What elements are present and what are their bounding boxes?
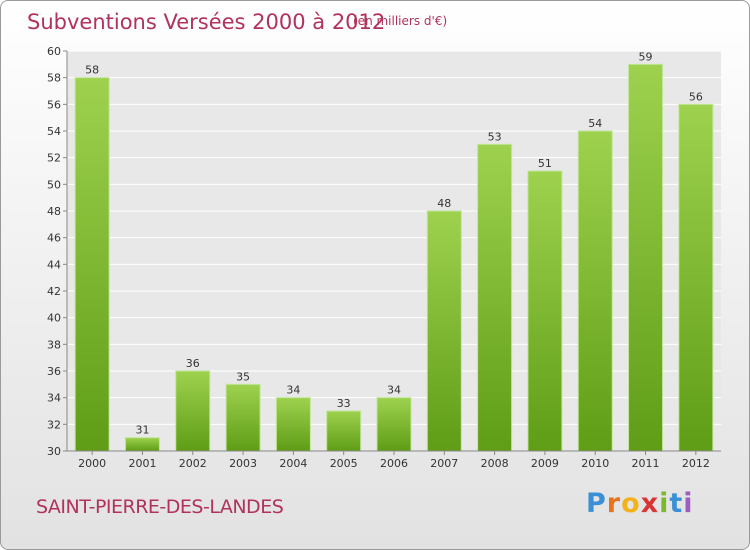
bar bbox=[175, 370, 211, 452]
x-tick-label: 2005 bbox=[330, 457, 358, 470]
x-tick-label: 2001 bbox=[128, 457, 156, 470]
x-tick-label: 2004 bbox=[279, 457, 307, 470]
bar-value-label: 48 bbox=[437, 197, 451, 210]
y-tick-label: 30 bbox=[47, 445, 61, 458]
y-axis: 30 32 34 36 38 40 42 44 46 48 50 52 54 56 58 60 bbox=[47, 45, 68, 458]
brand-letter: i bbox=[659, 488, 670, 519]
bar bbox=[678, 103, 714, 452]
y-tick-label: 42 bbox=[47, 285, 61, 298]
y-tick-label: 32 bbox=[47, 418, 61, 431]
y-tick-label: 50 bbox=[47, 178, 61, 191]
y-tick-label: 36 bbox=[47, 365, 61, 378]
bar-value-label: 36 bbox=[186, 357, 200, 370]
bar-value-label: 34 bbox=[286, 384, 300, 397]
brand-letter: t bbox=[669, 488, 684, 519]
bar bbox=[527, 170, 563, 452]
x-tick-label: 2011 bbox=[632, 457, 660, 470]
x-tick-label: 2003 bbox=[229, 457, 257, 470]
brand-letter: x bbox=[640, 488, 660, 519]
y-tick-label: 54 bbox=[47, 125, 61, 138]
y-tick-label: 52 bbox=[47, 152, 61, 165]
y-tick-label: 38 bbox=[47, 338, 61, 351]
y-tick-label: 48 bbox=[47, 205, 61, 218]
bar-value-label: 59 bbox=[639, 50, 653, 63]
bar-value-label: 31 bbox=[135, 424, 149, 437]
brand-letter: i bbox=[683, 488, 694, 519]
bar bbox=[326, 410, 362, 452]
bar bbox=[426, 210, 462, 452]
commune-name: SAINT-PIERRE-DES-LANDES bbox=[36, 496, 284, 518]
bar-value-label: 54 bbox=[588, 117, 602, 130]
y-tick-label: 34 bbox=[47, 392, 61, 405]
brand-letter: r bbox=[606, 488, 622, 519]
bar-value-label: 53 bbox=[488, 130, 502, 143]
bar-value-label: 58 bbox=[85, 64, 99, 77]
x-tick-label: 2007 bbox=[430, 457, 458, 470]
bar bbox=[74, 77, 110, 452]
bar-value-label: 56 bbox=[689, 90, 703, 103]
bar-value-label: 33 bbox=[337, 397, 351, 410]
bar-value-label: 34 bbox=[387, 384, 401, 397]
x-tick-label: 2009 bbox=[531, 457, 559, 470]
x-tick-label: 2006 bbox=[380, 457, 408, 470]
y-tick-label: 58 bbox=[47, 72, 61, 85]
brand-logo: Proxiti bbox=[586, 488, 694, 519]
bar bbox=[628, 63, 664, 452]
x-tick-label: 2002 bbox=[179, 457, 207, 470]
y-tick-label: 46 bbox=[47, 232, 61, 245]
bar bbox=[376, 397, 412, 452]
bar-value-label: 51 bbox=[538, 157, 552, 170]
x-tick-label: 2012 bbox=[682, 457, 710, 470]
x-tick-label: 2000 bbox=[78, 457, 106, 470]
bar bbox=[577, 130, 613, 452]
y-tick-label: 40 bbox=[47, 312, 61, 325]
chart-subtitle: (en milliers d'€) bbox=[353, 14, 448, 28]
bars: 58 31 36 35 34 33 34 48 53 51 54 59 56 bbox=[74, 50, 714, 452]
y-tick-label: 44 bbox=[47, 258, 61, 271]
bar bbox=[225, 383, 261, 452]
brand-letter: P bbox=[586, 488, 607, 519]
chart-title: Subventions Versées 2000 à 2012 bbox=[27, 10, 386, 34]
bar bbox=[477, 143, 513, 452]
x-axis: 2000 2001 2002 2003 2004 2005 2006 2007 2008 2009… bbox=[67, 450, 721, 470]
y-tick-label: 56 bbox=[47, 98, 61, 111]
y-tick-label: 60 bbox=[47, 45, 61, 58]
x-tick-label: 2008 bbox=[481, 457, 509, 470]
bar-value-label: 35 bbox=[236, 370, 250, 383]
bar bbox=[124, 437, 160, 452]
brand-letter: o bbox=[621, 488, 641, 519]
x-tick-label: 2010 bbox=[581, 457, 609, 470]
bar bbox=[275, 397, 311, 452]
